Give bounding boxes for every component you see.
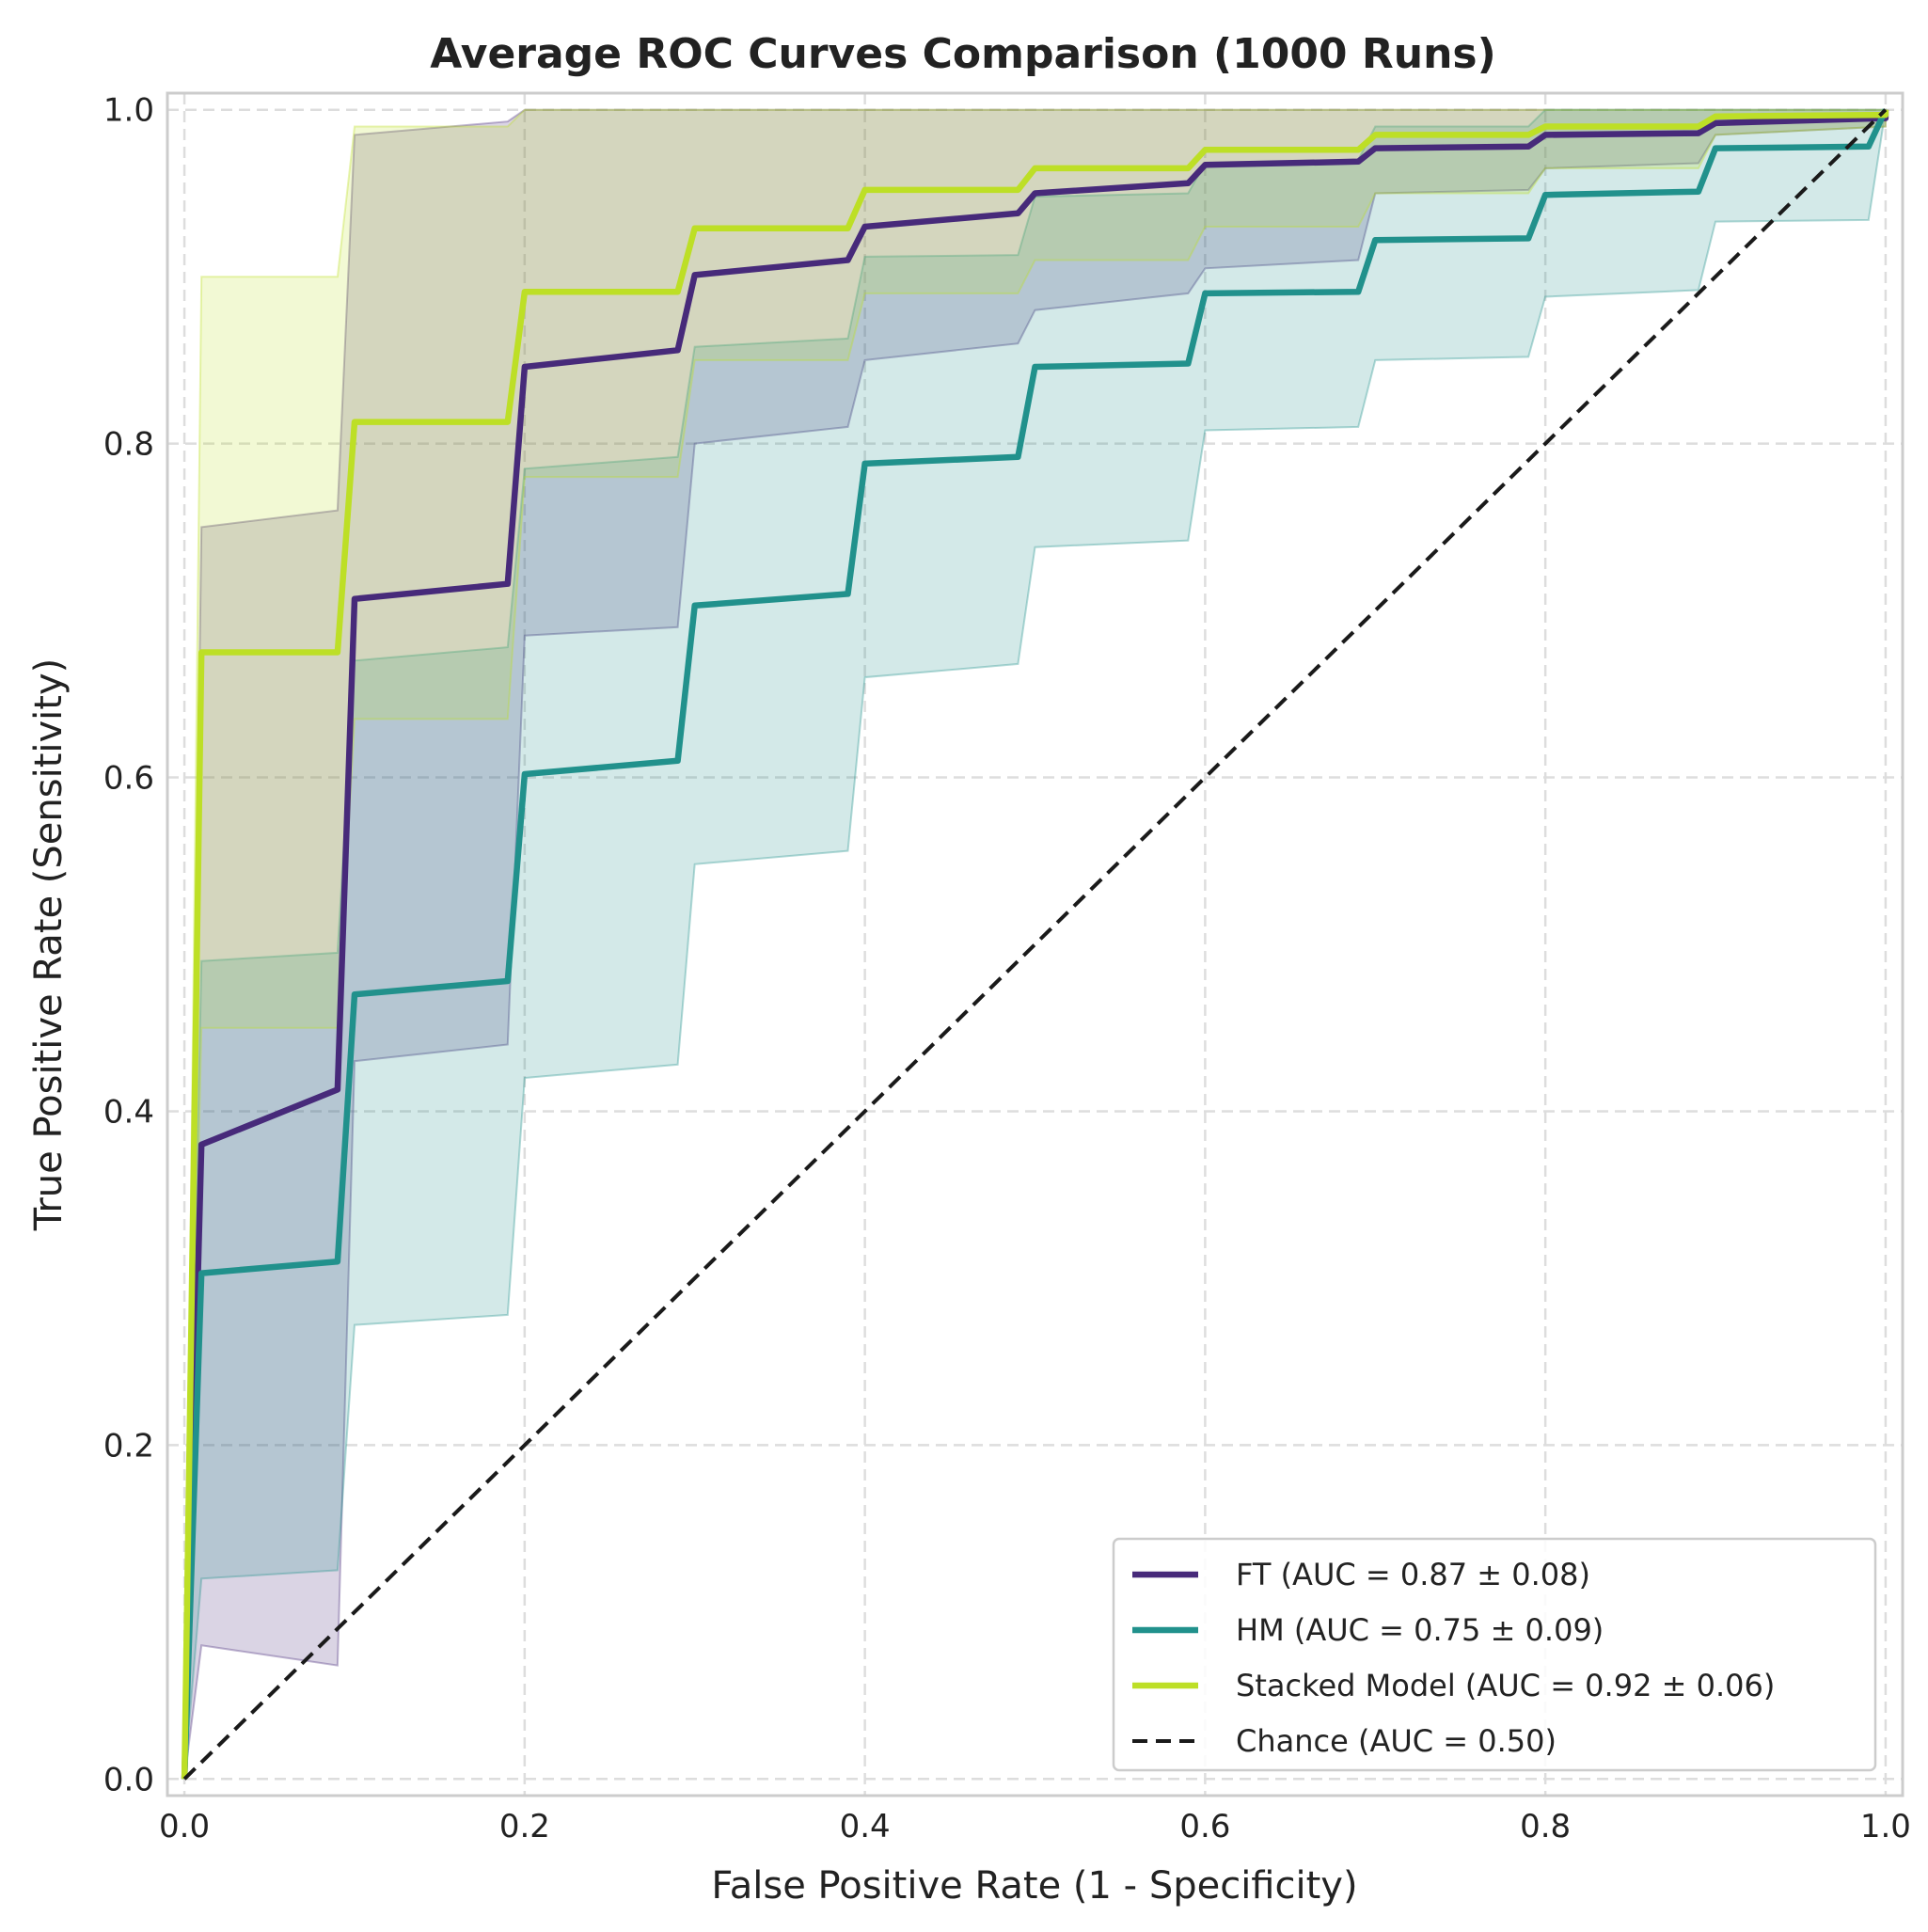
y-axis-label: True Positive Rate (Sensitivity) — [27, 658, 71, 1231]
x-tick-label-1: 0.2 — [499, 1808, 550, 1845]
confidence-bands — [183, 108, 1888, 1780]
x-tick-label-2: 0.4 — [840, 1808, 891, 1845]
y-tick-label-0: 0.0 — [103, 1761, 154, 1798]
series-line-3 — [182, 108, 1888, 1781]
series-line-2 — [181, 109, 1889, 1780]
legend: FT (AUC = 0.87 ± 0.08) HM (AUC = 0.75 ± 0… — [1112, 1537, 1877, 1772]
x-tick-label-0: 0.0 — [159, 1808, 210, 1845]
legend-label-0: FT (AUC = 0.87 ± 0.08) — [1236, 1557, 1590, 1592]
confidence-band-2 — [183, 108, 1887, 1780]
legend-label-1: HM (AUC = 0.75 ± 0.09) — [1236, 1612, 1604, 1648]
series-line-1 — [181, 108, 1888, 1780]
y-tick-label-3: 0.6 — [103, 760, 154, 798]
x-axis-label: False Positive Rate (1 - Specificity) — [711, 1864, 1357, 1908]
series-lines — [181, 108, 1889, 1781]
x-tick-label-5: 1.0 — [1860, 1808, 1911, 1845]
legend-label-3: Chance (AUC = 0.50) — [1236, 1723, 1557, 1759]
legend-label-2: Stacked Model (AUC = 0.92 ± 0.06) — [1236, 1668, 1775, 1703]
y-tick-label-1: 0.2 — [103, 1427, 154, 1465]
tick-labels: 0.0 0.2 0.4 0.6 0.8 1.0 0.0 0.2 0.4 0.6 0.8 1.0 — [103, 92, 1911, 1845]
y-tick-label-5: 1.0 — [103, 92, 154, 130]
x-tick-label-4: 0.8 — [1520, 1808, 1571, 1845]
series-line-0 — [181, 109, 1889, 1780]
legend-box — [1112, 1537, 1877, 1772]
plot-frame — [166, 91, 1904, 1797]
y-tick-label-2: 0.4 — [103, 1093, 154, 1131]
confidence-band-1 — [183, 108, 1888, 1780]
x-tick-label-3: 0.6 — [1179, 1808, 1230, 1845]
y-tick-label-4: 0.8 — [103, 426, 154, 464]
grid-lines — [167, 93, 1903, 1796]
confidence-band-0 — [183, 108, 1887, 1780]
chart-title: Average ROC Curves Comparison (1000 Runs… — [430, 30, 1495, 78]
